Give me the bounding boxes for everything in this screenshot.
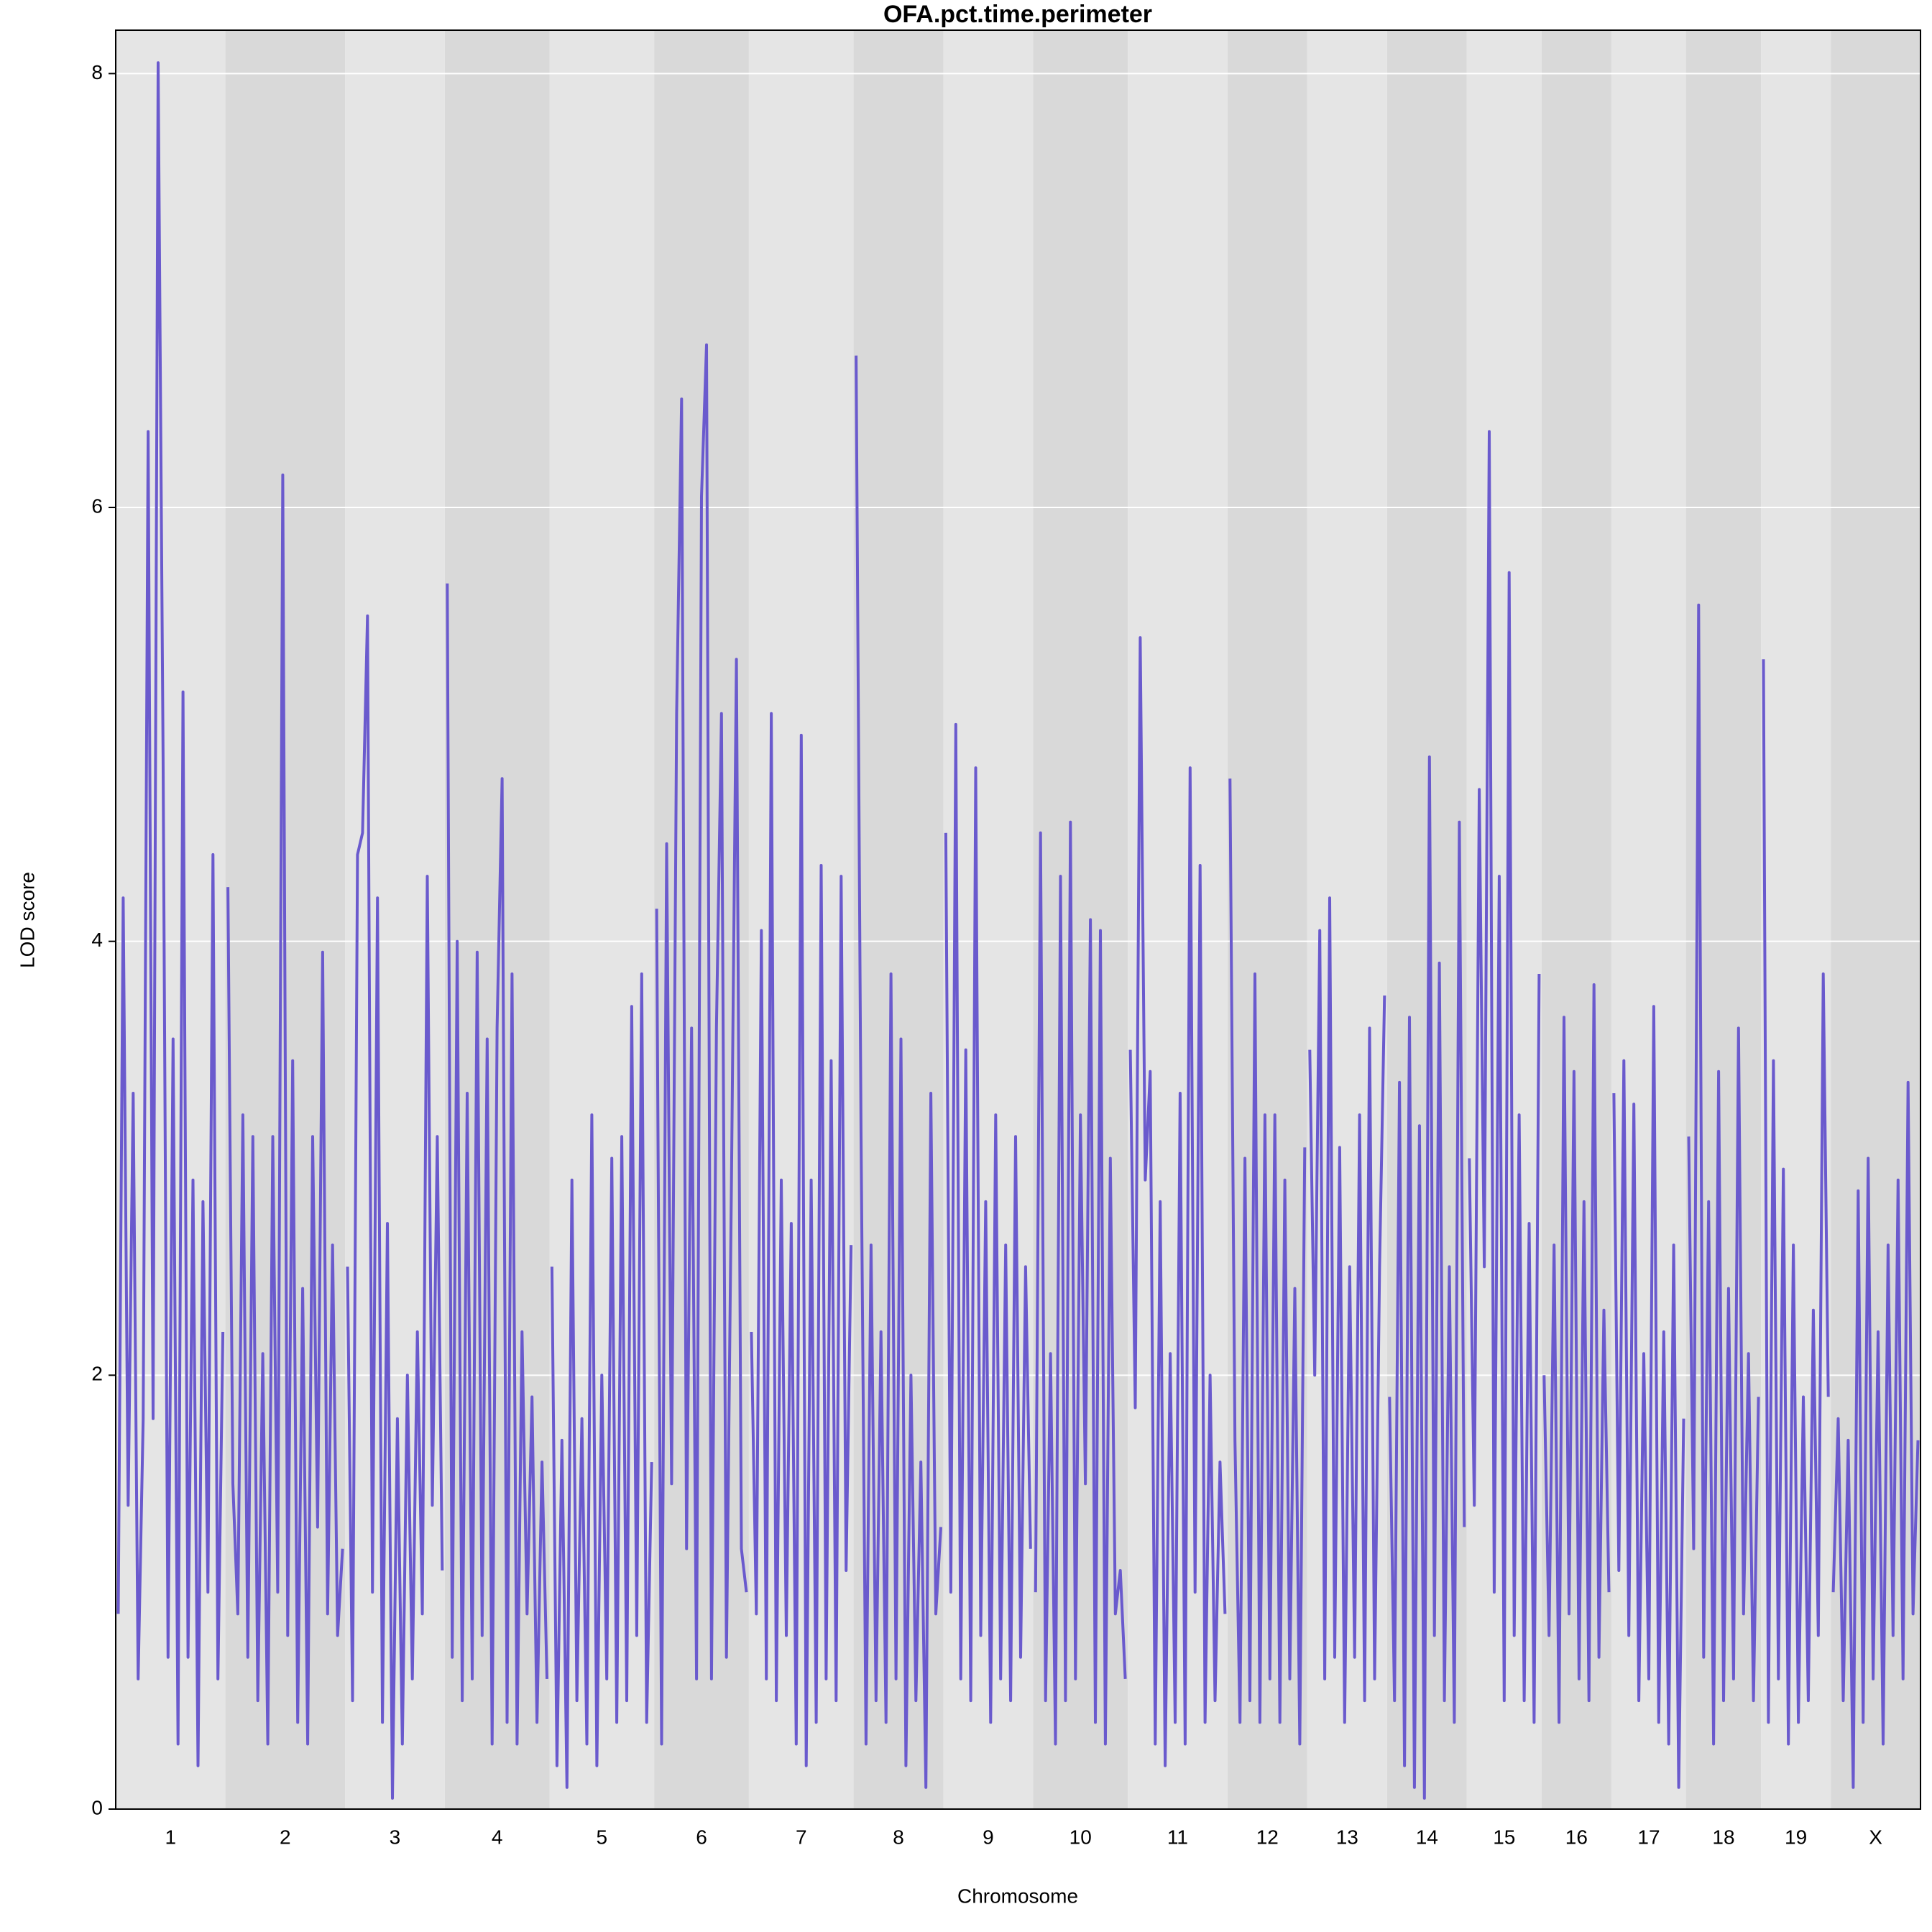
chromosome-band: [1685, 30, 1762, 1809]
x-tick-label: 19: [1785, 1826, 1807, 1848]
x-tick-label: 16: [1565, 1826, 1588, 1848]
y-tick-label: 8: [91, 61, 103, 83]
y-tick-label: 2: [91, 1363, 103, 1385]
y-tick-label: 4: [91, 929, 103, 951]
plot-frame: [115, 29, 1921, 1810]
x-tick-label: 10: [1070, 1826, 1092, 1848]
y-tick-label: 6: [91, 494, 103, 517]
x-tick-label: 6: [696, 1826, 707, 1848]
x-tick-label: 3: [390, 1826, 401, 1848]
y-axis-title: LOD score: [16, 872, 38, 968]
x-tick-label: 17: [1637, 1826, 1660, 1848]
x-tick-label: 9: [983, 1826, 994, 1848]
lod-line: [1128, 636, 1227, 1767]
x-tick-label: 18: [1712, 1826, 1734, 1848]
lod-line: [1228, 778, 1307, 1746]
lod-line: [226, 473, 344, 1746]
x-tick-label: 7: [796, 1826, 807, 1848]
x-axis-title: Chromosome: [957, 1885, 1078, 1907]
lod-line: [446, 583, 548, 1746]
lod-line: [1831, 1080, 1920, 1789]
x-tick-label: 8: [893, 1826, 904, 1848]
x-tick-label: 12: [1256, 1826, 1279, 1848]
y-tick-label: 0: [91, 1796, 103, 1818]
lines: [116, 61, 1920, 1800]
lod-line: [346, 614, 444, 1800]
lod-line: [1687, 603, 1760, 1746]
lod-line: [116, 61, 225, 1767]
x-tick-label: 5: [597, 1826, 608, 1848]
lod-line: [1308, 896, 1386, 1724]
x-tick-label: 13: [1336, 1826, 1358, 1848]
x-tick-label: 4: [492, 1826, 503, 1848]
chart-title: OFA.pct.time.perimeter: [883, 1, 1152, 28]
lod-line: [1612, 1005, 1685, 1789]
lod-line: [855, 355, 942, 1789]
lod-line: [1034, 820, 1127, 1746]
lod-line: [1542, 983, 1611, 1724]
x-tick-label: X: [1869, 1826, 1882, 1848]
lod-line: [1468, 430, 1541, 1724]
x-tick-label: 15: [1493, 1826, 1515, 1848]
lod-line: [944, 722, 1032, 1724]
x-tick-label: 2: [280, 1826, 291, 1848]
lod-line: [1388, 755, 1466, 1800]
lod-line: [750, 712, 853, 1767]
x-tick-label: 11: [1167, 1826, 1188, 1848]
lod-line: [550, 972, 653, 1789]
x-tick-label: 1: [165, 1826, 177, 1848]
x-tick-label: 14: [1416, 1826, 1438, 1848]
lod-line: [1762, 659, 1830, 1746]
lod-line: [655, 343, 748, 1746]
